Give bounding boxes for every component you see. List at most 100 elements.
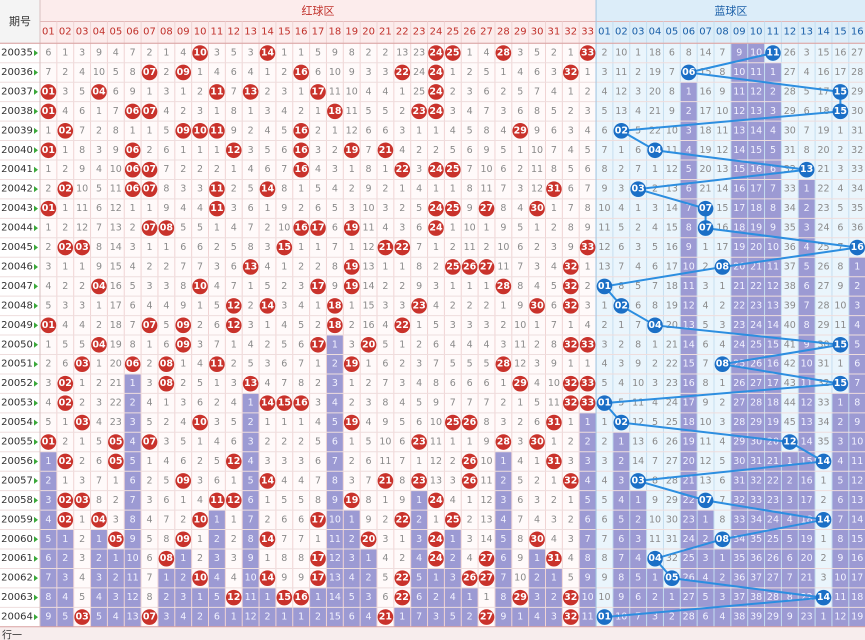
omission-layer-cell	[242, 490, 260, 511]
ball-number: 05	[109, 437, 122, 448]
omission-layer-cell	[309, 587, 327, 608]
omission-count: 1	[315, 106, 321, 117]
omission-layer-cell	[848, 393, 865, 413]
ball-number: 03	[632, 475, 645, 486]
omission-layer-cell	[242, 412, 260, 433]
omission-layer-cell	[764, 549, 782, 569]
omission-layer-cell	[747, 276, 765, 297]
omission-layer-cell	[326, 335, 344, 355]
omission-count: 3	[568, 534, 574, 545]
omission-count: 6	[601, 514, 607, 525]
omission-count: 1	[450, 184, 456, 195]
red-ball	[91, 336, 107, 353]
omission-count: 5	[399, 417, 405, 428]
red-ball	[310, 84, 326, 100]
omission-count: 5	[652, 242, 658, 253]
ball-number: 08	[160, 359, 174, 370]
omission-count: 9	[770, 223, 776, 234]
omission-count: 3	[366, 67, 372, 78]
omission-count: 3	[703, 553, 709, 564]
omission-count: 6	[298, 339, 304, 350]
red-ball	[175, 64, 192, 81]
omission-count: 6	[45, 553, 51, 564]
omission-layer-cell	[309, 607, 327, 627]
omission-layer-cell	[764, 607, 782, 627]
omission-count: 8	[719, 514, 725, 525]
omission-layer-cell	[831, 451, 849, 472]
red-ball	[259, 298, 276, 314]
omission-count: 3	[382, 534, 388, 545]
issue-header: 期号	[9, 15, 31, 28]
omission-count: 2	[467, 67, 473, 78]
omission-count: 9	[534, 125, 540, 136]
omission-layer-cell	[107, 549, 125, 569]
omission-count: 1	[349, 164, 355, 175]
omission-count: 2	[349, 398, 355, 409]
omission-count: 15	[363, 300, 375, 311]
omission-count: 29	[666, 495, 678, 506]
omission-count: 21	[700, 184, 712, 195]
omission-count: 5	[248, 184, 254, 195]
omission-count: 3	[601, 456, 607, 467]
omission-count: 6	[96, 203, 102, 214]
red-column-number: 33	[581, 27, 594, 38]
omission-layer-cell	[56, 587, 74, 608]
omission-count: 11	[750, 67, 762, 78]
red-ball	[562, 259, 579, 275]
ball-number: 02	[615, 125, 628, 136]
red-ball	[495, 45, 512, 61]
ball-number: 31	[547, 456, 560, 467]
omission-count: 12	[480, 495, 492, 506]
omission-count: 1	[568, 359, 574, 370]
omission-count: 23	[801, 612, 813, 623]
omission-layer-cell	[680, 335, 698, 355]
omission-layer-cell	[798, 412, 816, 433]
omission-layer-cell	[798, 296, 816, 316]
omission-count: 4	[113, 48, 119, 59]
omission-count: 9	[601, 184, 607, 195]
omission-count: 35	[784, 223, 796, 234]
omission-layer-cell	[579, 607, 597, 627]
omission-count: 9	[332, 495, 338, 506]
omission-count: 5	[568, 573, 574, 584]
omission-layer-cell	[831, 510, 849, 530]
omission-layer-cell	[764, 296, 782, 316]
omission-layer-cell	[629, 529, 647, 549]
omission-count: 1	[197, 145, 203, 156]
ball-number: 11	[210, 86, 223, 97]
omission-count: 2	[264, 437, 270, 448]
omission-count: 6	[163, 145, 169, 156]
omission-count: 28	[683, 612, 695, 623]
omission-count: 37	[733, 592, 745, 603]
omission-count: 1	[821, 534, 827, 545]
omission-count: 21	[817, 164, 829, 175]
omission-count: 8	[618, 573, 624, 584]
omission-count: 10	[615, 48, 627, 59]
red-ball	[360, 531, 377, 548]
omission-count: 4	[147, 514, 153, 525]
omission-count: 7	[804, 125, 810, 136]
omission-count: 5	[854, 339, 860, 350]
omission-layer-cell	[747, 393, 765, 413]
omission-layer-cell	[730, 276, 748, 297]
omission-count: 2	[130, 223, 136, 234]
omission-layer-cell	[579, 471, 597, 491]
omission-count: 1	[298, 48, 304, 59]
omission-count: 3	[382, 300, 388, 311]
omission-layer-cell	[360, 607, 377, 627]
omission-layer-cell	[579, 412, 597, 433]
omission-count: 3	[551, 514, 557, 525]
ball-number: 13	[244, 261, 257, 272]
omission-layer-cell	[848, 257, 865, 277]
omission-layer-cell	[410, 490, 428, 511]
omission-count: 22	[683, 495, 695, 506]
omission-count: 7	[416, 612, 422, 623]
omission-count: 1	[399, 261, 405, 272]
omission-count: 2	[163, 261, 169, 272]
omission-count: 8	[96, 495, 102, 506]
omission-count: 21	[767, 456, 779, 467]
omission-count: 2	[686, 106, 692, 117]
omission-count: 11	[76, 203, 88, 214]
omission-count: 5	[686, 164, 692, 175]
